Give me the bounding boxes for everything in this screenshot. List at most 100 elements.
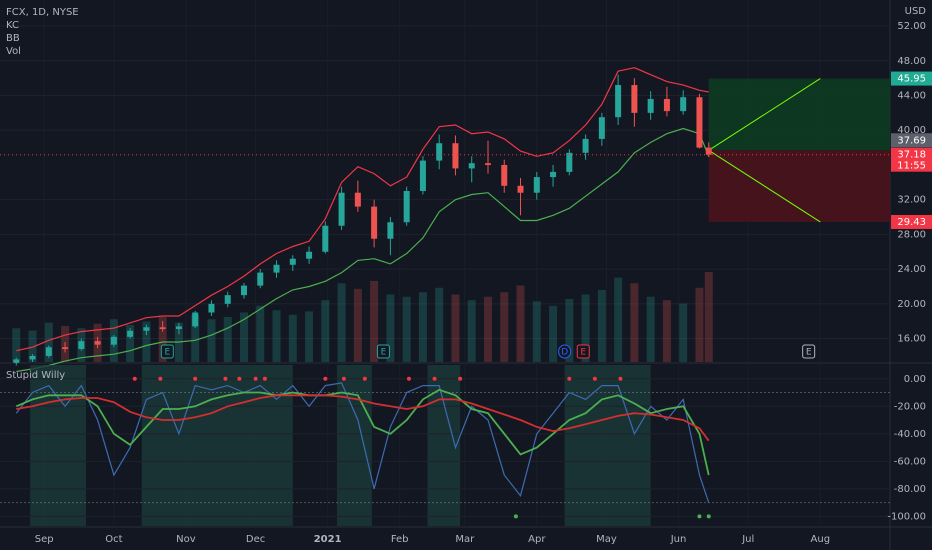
y-tick-label: -100.00 [887, 511, 926, 522]
candle-body [78, 341, 85, 349]
price-label-bg [891, 71, 932, 86]
y-tick-label: -80.00 [894, 484, 926, 495]
candle-body [338, 192, 345, 226]
candle-body [696, 97, 703, 148]
volume-bar [695, 287, 704, 362]
chart-title: FCX, 1D, NYSE [6, 7, 79, 18]
candle-body [452, 143, 459, 169]
oversold-dot [697, 514, 702, 519]
candle-body [419, 160, 426, 191]
volume-bar [28, 330, 37, 362]
price-label-bg [891, 133, 932, 148]
zone [336, 365, 372, 526]
profit-zone [708, 78, 890, 151]
y-tick-label: -60.00 [894, 456, 926, 467]
x-tick-label: Apr [528, 534, 546, 545]
overbought-dot [432, 376, 437, 381]
x-tick-label: Mar [455, 534, 475, 545]
overbought-dot [458, 376, 463, 381]
event-marker [558, 344, 572, 359]
unit-label: USD [905, 6, 927, 17]
volume-bar [451, 294, 460, 362]
volume-bar [272, 310, 281, 362]
zone [564, 365, 651, 526]
volume-bar [288, 314, 297, 362]
volume-bar [500, 292, 509, 362]
zone [30, 365, 86, 526]
candle-body [550, 171, 557, 178]
price-label: 45.95 [897, 74, 926, 85]
indicator-line [15, 388, 710, 476]
price-label: 37.69 [897, 135, 926, 146]
indicator-line [16, 394, 710, 442]
volume-bar [44, 322, 53, 362]
candle-body [159, 327, 166, 330]
oversold-dot [513, 514, 518, 519]
volume-bar [305, 311, 314, 362]
y-tick-label: 40.00 [897, 125, 926, 136]
volume-bar [662, 300, 671, 362]
event-label: E [164, 348, 170, 358]
candle-body [403, 190, 410, 223]
volume-bar [532, 301, 541, 362]
candle-body [175, 326, 182, 330]
y-tick-label: 16.00 [897, 334, 926, 345]
candle-body [631, 85, 638, 113]
volume-bar [353, 288, 362, 362]
volume-bar [646, 296, 655, 362]
volume-bar [630, 283, 639, 362]
candle-body [436, 143, 443, 161]
price-label-bg [891, 147, 932, 172]
candle-body [240, 285, 247, 296]
x-tick-label: Oct [105, 534, 122, 545]
event-label: E [381, 348, 387, 358]
volume-bar [581, 294, 590, 362]
volume-bar [418, 292, 427, 362]
candle-body [468, 163, 475, 169]
candle-body [143, 327, 150, 331]
candle-body [647, 98, 654, 113]
volume-bar [337, 283, 346, 362]
overbought-dot [323, 376, 328, 381]
indicator-title: Stupid Willy [6, 370, 65, 381]
overbought-dot [592, 376, 597, 381]
overbought-dot [362, 376, 367, 381]
volume-bar [321, 300, 330, 362]
candle-body [306, 251, 313, 259]
volume-bar [467, 300, 476, 362]
candle-body [705, 147, 712, 155]
volume-bar [223, 317, 232, 362]
y-tick-label: 20.00 [897, 299, 926, 310]
candle-body [484, 163, 491, 165]
volume-bar [679, 303, 688, 362]
legend-entry: KC [6, 20, 19, 31]
stop-arrow [708, 149, 821, 223]
volume-bar [158, 317, 167, 362]
x-tick-label: May [596, 534, 617, 545]
overbought-dot [132, 376, 137, 381]
overbought-dot [193, 376, 198, 381]
x-tick-label: Sep [35, 534, 54, 545]
x-tick-label: Jul [741, 534, 754, 545]
target-arrow [708, 78, 821, 151]
volume-bar [386, 294, 395, 362]
overbought-dot [567, 376, 572, 381]
x-tick-label: Aug [811, 534, 831, 545]
candle-body [615, 85, 622, 118]
y-tick-label: 0.00 [904, 374, 926, 385]
x-tick-label: Nov [176, 534, 196, 545]
candle-body [598, 117, 605, 139]
event-label: D [561, 348, 568, 358]
band-line [16, 67, 709, 352]
candle-body [663, 98, 670, 112]
event-marker [376, 344, 390, 359]
legend-entry: BB [6, 33, 20, 44]
candle-body [13, 359, 20, 363]
candle-body [127, 330, 134, 337]
volume-bar [704, 272, 713, 362]
volume-bar [239, 312, 248, 362]
candle-body [322, 225, 329, 252]
overbought-dot [618, 376, 623, 381]
overbought-dot [158, 376, 163, 381]
candle-body [110, 336, 117, 345]
